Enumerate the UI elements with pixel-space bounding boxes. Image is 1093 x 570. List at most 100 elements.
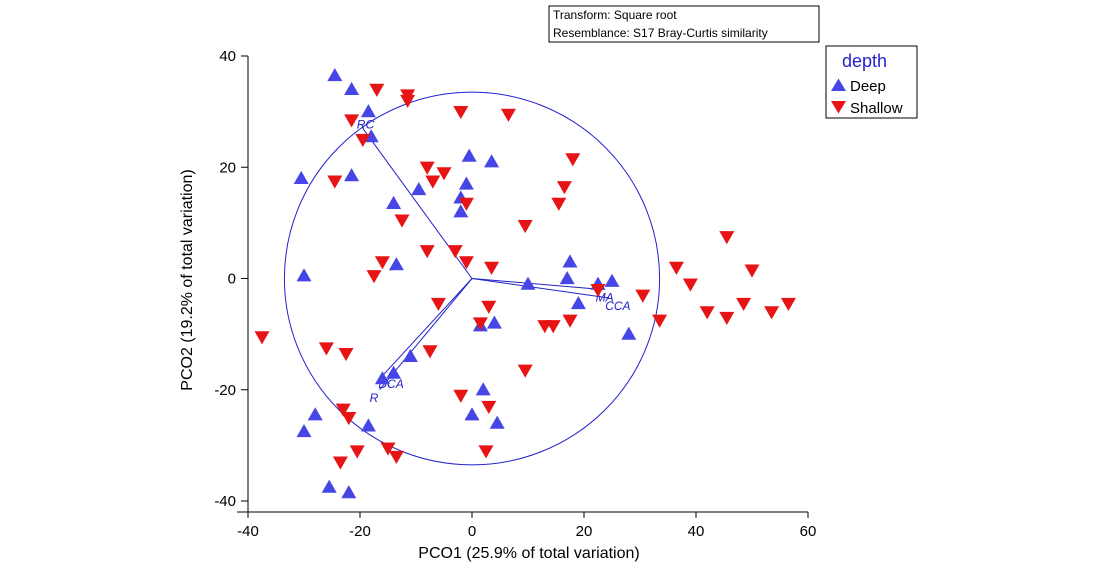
deep-point [296,423,312,438]
deep-point [344,81,360,95]
correlation-circle-layer [283,91,661,466]
shallow-point [481,300,497,314]
shallow-point [682,278,698,292]
legend-title: depth [842,51,887,71]
shallow-point [458,256,474,270]
deep-point [296,268,312,282]
deep-point [520,276,536,290]
shallow-point [744,264,760,278]
shallow-point [668,261,684,275]
shallow-point [447,245,463,259]
shallow-point [425,175,441,189]
x-axis-title: PCO1 (25.9% of total variation) [418,545,639,562]
shallow-point [484,261,500,275]
shallow-point [500,108,516,122]
deep-point [341,485,357,499]
x-tick-label: 20 [576,523,593,540]
x-tick-label: -40 [237,523,259,540]
legend-deep-marker [831,78,846,91]
deep-point [559,271,575,285]
legend-shallow-marker [831,101,846,114]
deep-point [360,104,376,118]
shallow-point [517,220,533,234]
shallow-point [332,456,348,470]
deep-point [411,182,427,196]
shallow-point [458,197,474,211]
vector-dca [382,278,473,377]
deep-point [321,479,337,493]
shallow-point [374,256,390,270]
y-axis-title: PCO2 (19.2% of total variation) [179,169,196,390]
deep-point [621,326,637,340]
axes: -40 -20 0 20 40 60 -40 -20 0 20 40 [214,48,816,540]
shallow-point [562,314,578,328]
x-tick-label: -20 [349,523,371,540]
correlation-circle [283,91,661,466]
vector-label-r: R [370,391,379,405]
shallow-point [341,411,357,426]
deep-point [453,204,469,218]
shallow-point [422,345,438,359]
deep-point [461,148,477,162]
y-tick-label: -40 [214,493,236,510]
shallow-point [478,445,494,459]
shallow-point [590,284,606,298]
info-box-frame [548,5,820,43]
y-tick-label: 20 [219,159,236,176]
shallow-point [366,270,382,284]
deep-point [360,418,376,432]
shallow-point [318,342,334,356]
vector-label-rc: RC [357,117,375,131]
deep-point [562,254,578,268]
deep-point [484,154,500,168]
shallow-point [764,306,780,320]
shallow-point [419,245,435,259]
legend: depth Deep Shallow [825,45,918,119]
shallow-point [453,389,469,403]
shallow-point [338,347,354,362]
vector-ma [471,278,604,291]
shallow-point [419,161,435,175]
shallow-point [545,320,561,334]
shallow-point [388,450,404,464]
deep-point [486,315,502,329]
x-tick-label: 60 [800,523,817,540]
shallow-point [481,400,497,414]
deep-point [344,168,360,182]
deep-point [374,371,390,385]
y-tick-label: 40 [219,48,236,65]
shallow-point [380,442,396,456]
shallow-point [472,317,488,331]
shallow-point [349,445,365,459]
shallow-point [394,214,410,228]
y-tick-label: -20 [214,382,236,399]
shallow-point [254,331,270,345]
deep-point [475,382,491,396]
info-transform: Transform: Square root [553,8,677,22]
shallow-point [436,167,452,181]
shallow-point [565,153,581,167]
shallow-point [719,231,735,245]
deep-point [363,129,379,143]
legend-shallow-label: Shallow [850,100,903,117]
vector-cca [471,278,610,299]
shallow-point [327,175,343,189]
deep-point [293,170,309,184]
shallow-point [355,133,371,147]
legend-deep-label: Deep [850,78,886,95]
shallow-point [453,106,469,120]
deep-point [464,407,480,421]
shallow-point [517,364,533,378]
deep-point [489,415,505,429]
shallow-point [551,197,567,211]
shallow-point [736,297,752,312]
deep-point [386,195,402,210]
deep-point [388,257,404,271]
x-tick-label: 0 [468,523,476,540]
x-tick-label: 40 [688,523,705,540]
shallow-point [699,306,715,320]
shallow-point [635,289,651,303]
shallow-point [344,114,360,128]
deep-point [604,273,620,287]
shallow-point [556,181,572,195]
